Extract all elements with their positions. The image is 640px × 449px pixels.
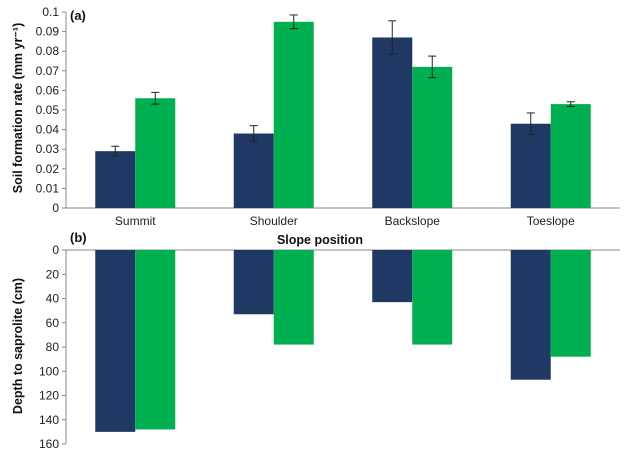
panel-b-bar — [135, 250, 176, 430]
panel-a-bar — [233, 133, 274, 208]
panel-a-y-tick-label: 0.1 — [42, 5, 59, 19]
panel-b-y-tick-label: 120 — [39, 389, 59, 403]
panel-a-x-tick-label: Toeslope — [527, 214, 575, 228]
panel-a-y-tick-label: 0.03 — [36, 142, 60, 156]
panel-a-y-axis-label: Soil formation rate (mm yr⁻¹) — [11, 23, 25, 194]
panel-a-y-tick-label: 0.05 — [36, 103, 60, 117]
panel-b-y-tick-label: 80 — [46, 340, 60, 354]
panel-a-x-tick-label: Summit — [115, 214, 156, 228]
panel-a-bar — [550, 104, 591, 208]
panel-b-y-tick-label: 0 — [52, 243, 59, 257]
panel-a-y-tick-label: 0 — [52, 201, 59, 215]
panel-b-y-tick-label: 160 — [39, 437, 59, 449]
panel-b-y-tick-label: 20 — [46, 267, 60, 281]
panel-a-bar — [95, 151, 136, 208]
panel-a-y-ticks: 0 0.01 0.02 0.03 0.04 0.05 0.06 0.07 0.08 0.09 0.1 — [36, 5, 66, 215]
panel-a-y-tick-label: 0.09 — [36, 25, 60, 39]
panel-a-y-tick-label: 0.07 — [36, 64, 60, 78]
panel-b-y-axis-label: Depth to saprolite (cm) — [11, 278, 25, 414]
panel-b-bar — [372, 250, 413, 303]
panel-a-label: (a) — [70, 8, 86, 23]
panel-a-bar — [510, 123, 551, 208]
panel-a-y-tick-label: 0.01 — [36, 181, 60, 195]
panel-a-bar — [412, 66, 453, 208]
panel-a-bar — [372, 37, 413, 209]
panel-a: (a) Soil formation rate (mm yr⁻¹) Slope … — [11, 5, 620, 247]
panel-a-y-tick-label: 0.02 — [36, 162, 60, 176]
panel-b-bar — [412, 250, 453, 345]
panel-a-bars — [95, 14, 591, 209]
panel-b-bar — [550, 250, 591, 357]
panel-a-x-ticks: Summit Shoulder Backslope Toeslope — [115, 214, 575, 228]
panel-a-x-tick-label: Backslope — [385, 214, 441, 228]
panel-a-y-tick-label: 0.08 — [36, 44, 60, 58]
panel-a-bar — [273, 21, 314, 208]
panel-a-y-tick-label: 0.06 — [36, 83, 60, 97]
panel-b-y-tick-label: 140 — [39, 413, 59, 427]
panel-b-bar — [510, 250, 551, 380]
panel-b-bar — [273, 250, 314, 345]
panel-b-y-ticks: 0 20 40 60 80 100 120 140 160 — [39, 243, 66, 449]
panel-b-label: (b) — [70, 230, 87, 245]
panel-a-x-axis-label: Slope position — [277, 233, 363, 247]
panel-b-bars — [95, 250, 591, 432]
panel-b: (b) Depth to saprolite (cm) 0 20 40 60 80 100… — [11, 230, 620, 449]
panel-b-y-tick-label: 60 — [46, 316, 60, 330]
panel-a-x-tick-label: Shoulder — [250, 214, 298, 228]
panel-a-bar — [135, 98, 176, 208]
panel-b-y-tick-label: 40 — [46, 292, 60, 306]
panel-b-bar — [95, 250, 136, 432]
panel-b-bar — [233, 250, 274, 315]
panel-b-y-tick-label: 100 — [39, 364, 59, 378]
panel-a-y-tick-label: 0.04 — [36, 123, 60, 137]
